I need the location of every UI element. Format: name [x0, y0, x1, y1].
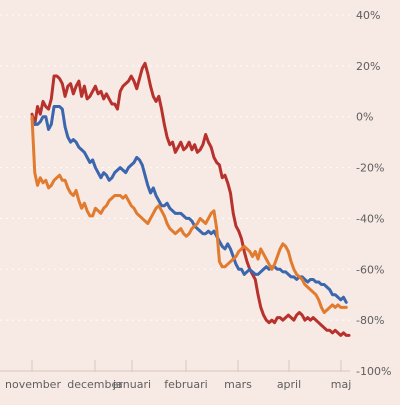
x-tick-label: januari: [112, 378, 151, 391]
series-line-3: [30, 115, 348, 315]
y-tick-label: -20%: [356, 162, 384, 175]
x-tick-label: november: [5, 378, 61, 391]
series-line-1: [30, 61, 351, 337]
x-tick-label: december: [67, 378, 123, 391]
series-lines: [30, 61, 351, 337]
y-axis: 40% 20% 0% -20% -40% -60% -80% -100%: [356, 9, 391, 378]
y-tick-label: 0%: [356, 111, 373, 124]
y-tick-label: -100%: [356, 365, 391, 378]
y-tick-label: -40%: [356, 212, 384, 225]
y-tick-label: 20%: [356, 60, 380, 73]
grid-lines: [0, 14, 350, 372]
y-tick-label: -80%: [356, 314, 384, 327]
x-tick-label: april: [277, 378, 301, 391]
x-tick-label: mars: [224, 378, 252, 391]
x-tick-label: februari: [164, 378, 207, 391]
series-line-2: [30, 105, 348, 304]
x-tick-label: maj: [331, 378, 352, 391]
y-tick-label: -60%: [356, 263, 384, 276]
y-tick-label: 40%: [356, 9, 380, 22]
